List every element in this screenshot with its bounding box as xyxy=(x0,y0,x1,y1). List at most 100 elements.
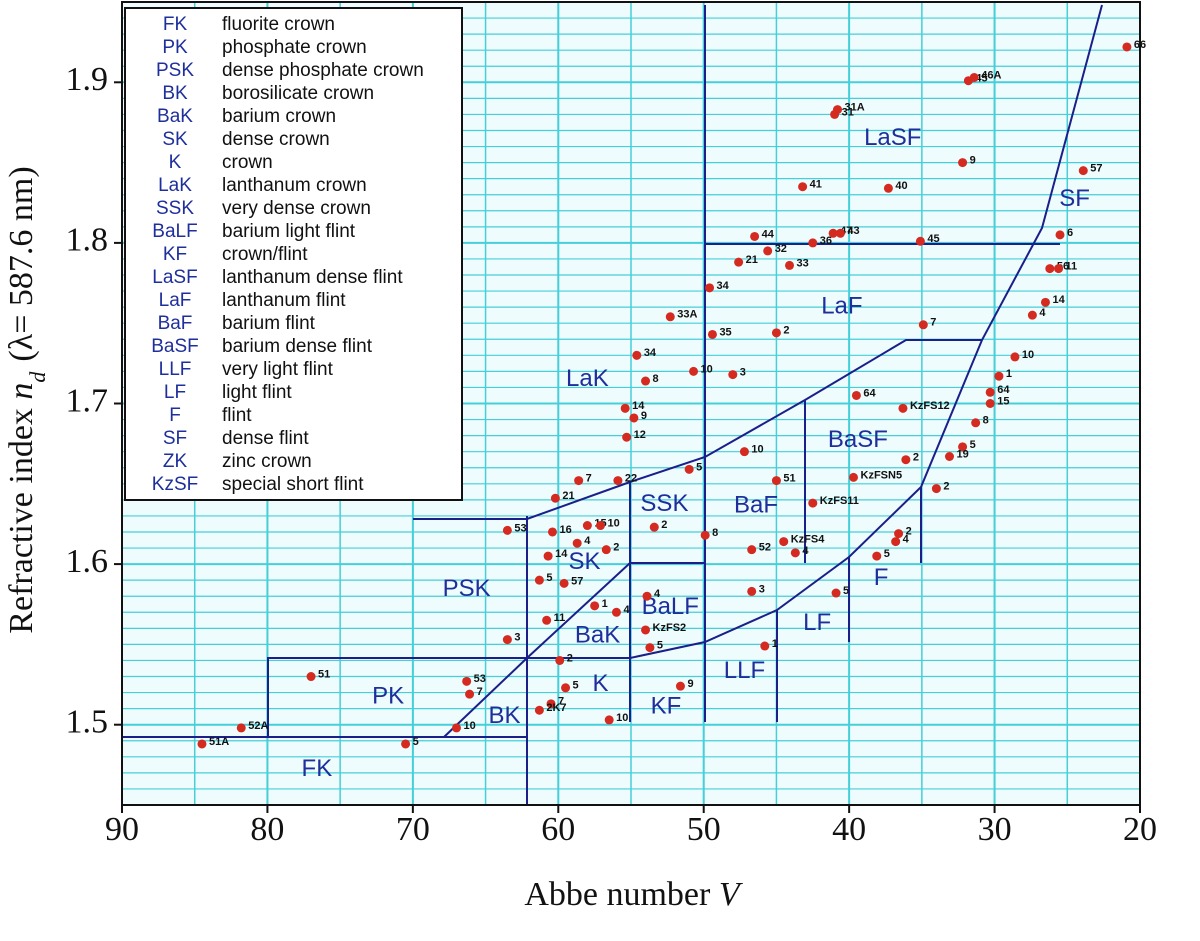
point-label: 6 xyxy=(1067,227,1073,239)
legend-name: dense flint xyxy=(222,428,309,449)
point-label: 3 xyxy=(759,583,765,595)
glass-point xyxy=(771,476,781,486)
point-label: 51 xyxy=(783,472,795,484)
point-label: 57 xyxy=(1090,163,1102,175)
legend-name: very dense crown xyxy=(222,198,371,219)
glass-point xyxy=(629,413,639,423)
legend-code: LLF xyxy=(159,359,192,380)
point-label: 2 xyxy=(661,519,667,531)
point-label: 43 xyxy=(847,225,859,237)
legend-code: BaF xyxy=(158,313,193,334)
glass-point xyxy=(958,158,968,168)
legend-code: BK xyxy=(162,83,188,104)
glass-point xyxy=(1122,42,1132,52)
point-label: 45 xyxy=(975,73,987,85)
point-label: 16 xyxy=(559,524,571,536)
point-label: 7 xyxy=(586,472,592,484)
glass-point xyxy=(642,591,652,601)
glass-point xyxy=(872,551,882,561)
point-label: 15 xyxy=(997,395,1009,407)
glass-point xyxy=(582,521,592,531)
glass-point xyxy=(689,366,699,376)
point-label: 31 xyxy=(842,106,854,118)
point-label: 10 xyxy=(463,720,475,732)
point-label: 51 xyxy=(318,668,330,680)
glass-point xyxy=(700,530,710,540)
point-label: 11 xyxy=(554,612,566,624)
legend-name: fluorite crown xyxy=(222,14,335,35)
point-label: KzFS12 xyxy=(910,400,950,412)
y-axis-text: Refractive index xyxy=(3,408,40,634)
point-label: 9 xyxy=(970,155,976,167)
legend-name: lanthanum crown xyxy=(222,175,367,196)
glass-point xyxy=(197,739,207,749)
glass-point xyxy=(833,105,843,115)
point-label: 5 xyxy=(546,572,552,584)
glass-point xyxy=(779,537,789,547)
region-label: SSK xyxy=(640,490,688,517)
point-label: 40 xyxy=(895,180,907,192)
point-label: KzFS11 xyxy=(820,495,859,507)
glass-point xyxy=(901,455,911,465)
glass-point xyxy=(1040,297,1050,307)
glass-point xyxy=(891,537,901,547)
point-label: 21 xyxy=(562,490,574,502)
glass-point xyxy=(1045,264,1055,274)
y-tick-label: 1.5 xyxy=(66,703,109,740)
legend-code: KF xyxy=(163,244,187,265)
legend-name: flint xyxy=(222,405,252,426)
region-label: BaK xyxy=(575,622,620,649)
point-label: 5 xyxy=(970,439,976,451)
glass-point xyxy=(790,548,800,558)
point-label: 4 xyxy=(584,535,591,547)
glass-point xyxy=(620,403,630,413)
glass-point xyxy=(236,723,246,733)
x-tick-label: 70 xyxy=(396,811,430,848)
glass-point xyxy=(915,236,925,246)
x-axis-text: Abbe number xyxy=(524,876,711,913)
point-label: KzFSN5 xyxy=(861,469,903,481)
glass-point xyxy=(547,527,557,537)
glass-point xyxy=(561,683,571,693)
point-label: 10 xyxy=(607,517,619,529)
glass-point xyxy=(559,578,569,588)
glass-point xyxy=(969,72,979,82)
point-label: 46A xyxy=(981,69,1001,81)
glass-point xyxy=(572,538,582,548)
region-label: PK xyxy=(372,683,404,710)
glass-point xyxy=(944,451,954,461)
glass-point xyxy=(785,260,795,270)
y-tick-label: 1.9 xyxy=(66,61,109,98)
legend-name: barium light flint xyxy=(222,221,356,242)
glass-point xyxy=(985,387,995,397)
point-label: 45 xyxy=(927,233,939,245)
legend-code: LaK xyxy=(158,175,192,196)
glass-point xyxy=(739,447,749,457)
glass-point xyxy=(705,283,715,293)
y-axis-subscript: d xyxy=(25,371,50,383)
legend-name: dense crown xyxy=(222,129,330,150)
point-label: 14 xyxy=(632,400,645,412)
legend-code: F xyxy=(169,405,181,426)
x-tick-label: 60 xyxy=(541,811,575,848)
y-tick-label: 1.8 xyxy=(66,222,109,259)
point-label: 8 xyxy=(653,373,659,385)
glass-point xyxy=(747,545,757,555)
point-label: 64 xyxy=(997,384,1010,396)
glass-point xyxy=(502,525,512,535)
point-label: 2 xyxy=(906,525,912,537)
point-label: 11 xyxy=(1066,261,1078,273)
point-label: 9 xyxy=(641,410,647,422)
point-label: 10 xyxy=(751,444,763,456)
glass-point xyxy=(613,476,623,486)
point-label: 12 xyxy=(634,429,646,441)
glass-point xyxy=(641,625,651,635)
point-label: 5 xyxy=(696,461,702,473)
point-label: 22 xyxy=(625,472,637,484)
glass-point xyxy=(1054,264,1064,274)
point-label: 2 xyxy=(613,542,619,554)
glass-point xyxy=(931,484,941,494)
legend-code: FK xyxy=(163,14,188,35)
